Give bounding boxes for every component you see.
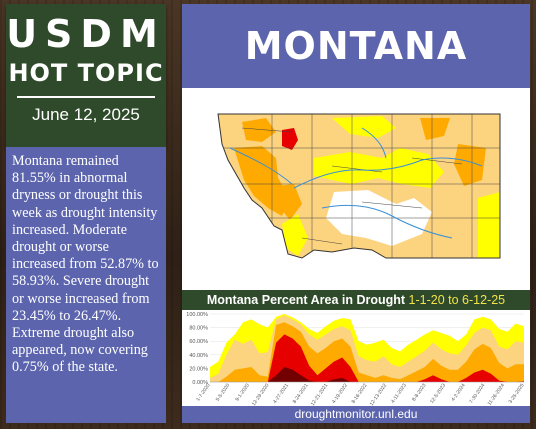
- summary-text: Montana remained 81.55% in abnormal dryn…: [6, 147, 166, 423]
- usdm-title-box: USDM HOT TOPIC June 12, 2025: [6, 4, 166, 147]
- map-d2-sw: [278, 184, 302, 220]
- footer-url: droughtmonitor.unl.edu: [182, 406, 530, 423]
- x-tick-label: 5-5-2020: [215, 383, 232, 403]
- chart-title-bar: Montana Percent Area in Drought 1-1-20 t…: [182, 290, 530, 310]
- map-d0-southwest: [282, 214, 308, 256]
- x-tick-label: 4-11-2023: [390, 383, 408, 405]
- y-tick-label: 100.00%: [186, 312, 208, 318]
- map-d0-north: [332, 116, 396, 138]
- x-tick-label: 4-27-2021: [272, 383, 290, 405]
- x-tick-label: 8-8-2023: [411, 383, 428, 403]
- y-tick-label: 20.00%: [189, 366, 208, 372]
- y-tick-label: 80.00%: [189, 326, 208, 332]
- x-tick-label: 12-29-2020: [251, 383, 271, 406]
- map-d3-area: [282, 128, 298, 150]
- usdm-brand: USDM: [6, 12, 166, 56]
- state-outline: [217, 113, 501, 259]
- chart-svg: 100.00%80.00%60.00%40.00%20.00%0.00%1-7-…: [186, 312, 526, 407]
- county-lines: [218, 114, 500, 258]
- rivers: [229, 127, 483, 239]
- x-tick-label: 8-16-2022: [351, 383, 369, 405]
- area-series-d4: [210, 367, 524, 382]
- chart-title: Montana Percent Area in Drought: [206, 293, 406, 307]
- drought-time-series-chart: 100.00% 80.00% 60.00% 40.00% 20.00% 0.00% 1-7-…: [182, 310, 530, 407]
- map-d0-central: [314, 148, 444, 188]
- map-d2-west: [234, 146, 290, 216]
- chart-date-range: 1-1-20 to 6-12-25: [408, 293, 506, 307]
- x-tick-label: 7-30-2024: [468, 383, 486, 405]
- x-tick-label: 9-1-2020: [234, 383, 251, 403]
- title-divider: [17, 96, 155, 98]
- map-d2-east: [454, 144, 486, 186]
- state-title: MONTANA: [182, 4, 530, 88]
- hot-topic-label: HOT TOPIC: [8, 59, 164, 87]
- x-tick-label: 4-2-2024: [450, 383, 467, 403]
- x-tick-label: 3-25-2025: [508, 383, 526, 405]
- map-svg: [217, 113, 501, 259]
- x-tick-label: 4-19-2022: [331, 383, 349, 405]
- issue-date: June 12, 2025: [32, 105, 140, 124]
- y-tick-label: 60.00%: [189, 339, 208, 345]
- x-tick-label: 12-13-2022: [369, 383, 389, 406]
- x-tick-label: 12-5-2023: [429, 383, 447, 405]
- x-tick-label: 12-21-2021: [310, 383, 330, 406]
- y-tick-label: 0.00%: [192, 380, 208, 386]
- map-d0-southeast: [478, 192, 500, 258]
- x-tick-label: 11-26-2024: [487, 383, 506, 406]
- map-d2-north: [242, 118, 276, 142]
- y-tick-label: 40.00%: [189, 353, 208, 359]
- x-tick-label: 8-24-2021: [292, 383, 310, 405]
- montana-drought-map: [182, 88, 530, 290]
- map-d2-ne: [420, 118, 450, 140]
